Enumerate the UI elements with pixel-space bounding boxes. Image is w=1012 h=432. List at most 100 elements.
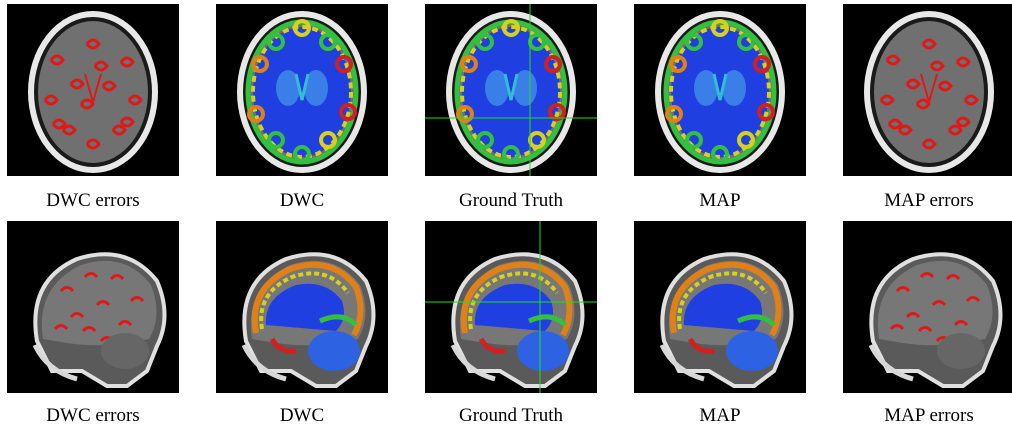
cortex-inner <box>677 271 768 330</box>
cerebellum <box>308 331 360 371</box>
gyrus-1 <box>335 55 353 73</box>
error-mark-6 <box>85 38 101 50</box>
cerebellum <box>101 333 149 369</box>
panel-sagittal-ground-truth <box>425 221 597 393</box>
error-mark-2 <box>109 274 125 281</box>
error-mark-3 <box>129 296 145 303</box>
gyrus-6 <box>685 131 703 149</box>
mri-image <box>216 4 388 176</box>
brain-tissue <box>874 21 984 163</box>
error-mark-4 <box>905 312 921 319</box>
error-mark-5 <box>95 300 111 307</box>
panel-axial-dwc <box>216 4 388 176</box>
error-mark-6 <box>953 320 969 327</box>
cortex-green-band <box>527 314 567 327</box>
cortex-inner <box>259 271 350 330</box>
panel-axial-map <box>634 4 806 176</box>
mri-image <box>843 4 1012 176</box>
jaw <box>659 343 705 382</box>
brain-tissue <box>38 21 148 163</box>
temporal-red <box>478 337 506 354</box>
white-matter <box>460 25 562 159</box>
gyrus-2 <box>247 105 265 123</box>
gyrus-9 <box>737 33 755 51</box>
error-mark-7 <box>889 324 905 331</box>
gyrus-2 <box>665 105 683 123</box>
error-mark-13 <box>93 60 109 72</box>
error-mark-4 <box>69 78 85 90</box>
gyrus-4 <box>502 19 520 37</box>
gyrus-6 <box>476 131 494 149</box>
error-mark-6 <box>921 38 937 50</box>
ventricles <box>503 73 519 101</box>
gyrus-9 <box>319 33 337 51</box>
error-mark-1 <box>955 56 971 68</box>
error-mark-9 <box>921 138 937 150</box>
error-mark-8 <box>947 124 963 136</box>
error-mark-10 <box>887 118 903 130</box>
caption-sagittal-dwc-errors: DWC errors <box>46 405 140 426</box>
gyrus-7 <box>737 131 755 149</box>
caption-sagittal-map: MAP <box>699 405 741 426</box>
gyrus-2 <box>456 105 474 123</box>
error-mark-1 <box>119 56 135 68</box>
error-mark-6 <box>117 320 133 327</box>
cortex-outer <box>251 261 364 337</box>
error-mark-2 <box>879 94 895 106</box>
error-mark-11 <box>119 116 135 128</box>
gyrus-5 <box>502 145 520 163</box>
error-mark-5 <box>931 300 947 307</box>
gyrus-1 <box>753 55 771 73</box>
error-mark-0 <box>49 54 65 66</box>
error-mark-11 <box>955 116 971 128</box>
gyrus-3 <box>757 103 775 121</box>
error-mark-9 <box>85 138 101 150</box>
caption-sagittal-dwc: DWC <box>279 405 325 426</box>
cerebellum <box>937 333 985 369</box>
error-mark-7 <box>53 324 69 331</box>
error-mark-7 <box>897 124 913 136</box>
temporal-red <box>269 337 297 354</box>
caption-axial-ground-truth: Ground Truth <box>459 190 563 211</box>
error-mark-center <box>920 73 938 106</box>
deep-gray-right <box>722 70 746 106</box>
error-mark-5 <box>101 80 117 92</box>
caption-axial-map: MAP <box>699 190 741 211</box>
jaw <box>241 343 287 382</box>
gyrus-6 <box>267 131 285 149</box>
cerebellum <box>517 331 569 371</box>
gyrus-0 <box>460 55 478 73</box>
gyrus-0 <box>669 55 687 73</box>
mri-image <box>634 221 806 393</box>
cortex-outer <box>669 261 782 337</box>
gyrus-4 <box>711 19 729 37</box>
jaw <box>32 343 78 382</box>
panel-axial-dwc-errors <box>7 4 179 176</box>
panel-axial-ground-truth <box>425 4 597 176</box>
mri-image <box>7 4 179 176</box>
gyrus-3 <box>548 103 566 121</box>
error-mark-center <box>84 73 102 106</box>
error-mark-1 <box>83 272 99 279</box>
caption-axial-map-errors: MAP errors <box>884 190 974 211</box>
error-mark-10 <box>51 118 67 130</box>
cerebellum <box>726 331 778 371</box>
panel-sagittal-dwc-errors <box>7 221 179 393</box>
ventricles <box>712 73 728 101</box>
temporal-red <box>687 337 715 354</box>
caption-sagittal-map-errors: MAP errors <box>884 405 974 426</box>
deep-gray-left <box>276 70 300 106</box>
error-mark-3 <box>965 296 981 303</box>
gyrus-0 <box>251 55 269 73</box>
error-mark-7 <box>61 124 77 136</box>
gyrus-8 <box>685 33 703 51</box>
cortex-outer <box>460 261 573 337</box>
mri-image <box>634 4 806 176</box>
gyrus-5 <box>711 145 729 163</box>
mri-image <box>7 221 179 393</box>
mri-image <box>425 4 597 176</box>
gyrus-7 <box>319 131 337 149</box>
error-mark-13 <box>929 60 945 72</box>
ventricles <box>294 73 310 101</box>
jaw <box>868 343 914 382</box>
